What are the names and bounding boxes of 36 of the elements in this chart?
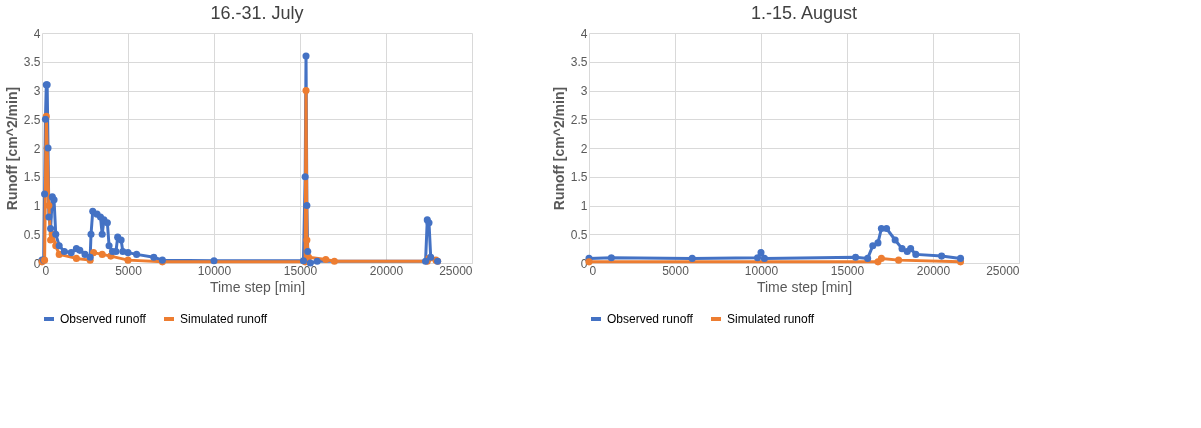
x-tick-label: 25000 [986,263,1020,278]
y-axis-title: Runoff [cm^2/min] [3,86,20,211]
y-tick-label: 2.5 [23,112,41,127]
y-tick-label: 4 [33,26,41,41]
chart-title: 16.-31. July [210,3,304,23]
y-tick-label: 1.5 [570,170,588,185]
y-tick-label: 3.5 [570,55,588,70]
x-tick-label: 5000 [662,263,690,278]
x-tick-label: 20000 [916,263,951,278]
y-tick-label: 0.5 [570,227,588,242]
y-tick-label: 1 [580,199,588,213]
legend-label: Simulated runoff [180,312,268,326]
x-tick-label: 10000 [744,263,779,278]
y-tick-label: 2 [580,141,588,156]
legend-label: Simulated runoff [727,312,815,326]
legend-label: Observed runoff [607,312,694,326]
y-tick-label: 4 [580,26,588,41]
y-tick-label: 3.5 [23,55,41,70]
x-tick-label: 15000 [830,263,865,278]
y-tick-label: 1.5 [23,170,41,185]
y-axis-title: Runoff [cm^2/min] [550,86,567,211]
y-tick-label: 2 [33,141,41,156]
x-tick-label: 5000 [115,263,143,278]
x-tick-label: 20000 [369,263,404,278]
y-tick-label: 3 [33,84,41,98]
y-tick-label: 0.5 [23,227,41,242]
x-tick-label: 15000 [283,263,318,278]
x-tick-label: 10000 [197,263,232,278]
x-axis-title: Time step [min] [209,278,306,295]
x-axis-title: Time step [min] [756,278,853,295]
x-tick-label: 25000 [439,263,473,278]
chart-title: 1.-15. August [750,3,858,23]
legend-label: Observed runoff [60,312,147,326]
y-tick-label: 3 [580,84,588,98]
y-tick-label: 1 [33,199,41,213]
y-tick-label: 2.5 [570,112,588,127]
